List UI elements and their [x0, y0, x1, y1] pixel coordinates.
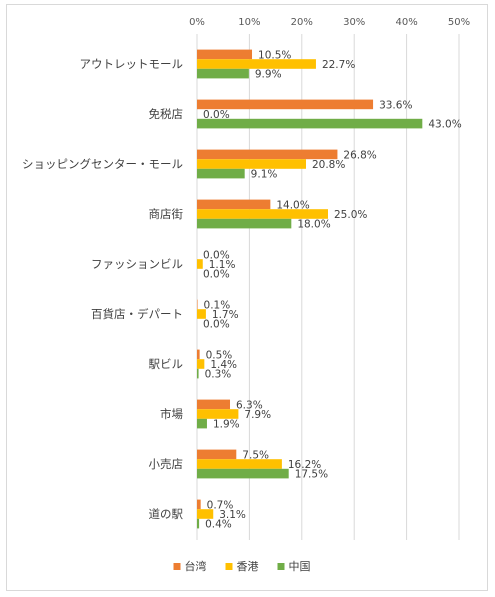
category-label: 駅ビル	[149, 357, 184, 371]
bar	[197, 359, 205, 369]
bar	[197, 149, 338, 160]
bar	[197, 68, 249, 79]
data-label: 0.1%	[204, 299, 231, 311]
bar	[197, 468, 289, 479]
data-label: 7.5%	[242, 449, 269, 461]
data-label: 1.1%	[209, 259, 236, 271]
x-tick-label: 50%	[448, 17, 470, 28]
data-label: 14.0%	[276, 199, 309, 211]
bar	[197, 159, 306, 169]
bar	[197, 449, 237, 460]
bar	[197, 399, 231, 410]
category-label: ショッピングセンター・モール	[22, 157, 183, 171]
data-label: 17.5%	[295, 469, 328, 481]
data-label: 16.2%	[288, 459, 321, 471]
data-label: 0.7%	[207, 499, 234, 511]
bar	[197, 368, 199, 379]
bar	[197, 209, 328, 219]
bar	[197, 309, 206, 319]
bar	[197, 518, 200, 529]
bar	[197, 499, 201, 510]
bar	[197, 199, 271, 210]
category-label: 百貨店・デパート	[91, 307, 183, 321]
data-label: 7.9%	[244, 409, 271, 421]
category-labels: アウトレットモール免税店ショッピングセンター・モール商店街ファッションビル百貨店…	[22, 57, 183, 521]
legend: 台湾 香港 中国	[173, 559, 311, 573]
data-label: 9.9%	[255, 69, 282, 81]
data-label: 0.4%	[205, 519, 232, 531]
bar	[197, 299, 198, 310]
data-label: 22.7%	[322, 59, 355, 71]
category-label: 免税店	[149, 107, 184, 121]
data-label: 0.0%	[203, 249, 230, 261]
bars	[197, 49, 423, 529]
data-label: 1.9%	[213, 419, 240, 431]
bar	[197, 118, 423, 129]
bar	[197, 409, 239, 419]
category-label: 商店街	[149, 207, 184, 221]
data-label: 6.3%	[236, 399, 263, 411]
category-label: ファッションビル	[91, 257, 183, 271]
bar	[197, 218, 292, 229]
category-label: 道の駅	[149, 507, 184, 521]
data-label: 0.0%	[203, 319, 230, 331]
data-label: 43.0%	[428, 119, 461, 131]
data-label: 3.1%	[219, 509, 246, 521]
bar	[197, 49, 253, 60]
data-label: 26.8%	[343, 149, 376, 161]
bar	[197, 259, 203, 269]
legend-swatch	[225, 563, 233, 570]
x-tick-label: 20%	[291, 17, 313, 28]
data-label: 9.1%	[251, 169, 278, 181]
data-label: 0.5%	[206, 349, 233, 361]
legend-swatch	[173, 563, 181, 570]
legend-label: 台湾	[185, 559, 207, 573]
x-tick-label: 30%	[343, 17, 365, 28]
category-label: アウトレットモール	[80, 57, 184, 71]
data-label: 0.0%	[203, 109, 230, 121]
bar	[197, 99, 374, 110]
data-label: 18.0%	[297, 219, 330, 231]
bar	[197, 418, 207, 429]
legend-label: 中国	[289, 560, 311, 573]
data-label: 0.3%	[205, 369, 232, 381]
data-label: 25.0%	[334, 209, 367, 221]
category-label: 小売店	[149, 457, 184, 471]
bar	[197, 59, 316, 69]
x-tick-label: 40%	[395, 17, 417, 28]
data-label: 33.6%	[379, 99, 412, 111]
data-label: 20.8%	[312, 159, 345, 171]
bar	[197, 509, 214, 519]
category-label: 市場	[160, 407, 183, 421]
x-tick-label: 0%	[189, 17, 205, 28]
legend-swatch	[277, 563, 285, 570]
bar	[197, 168, 245, 179]
data-label: 1.7%	[212, 309, 239, 321]
data-label: 10.5%	[258, 49, 291, 61]
bar	[197, 349, 200, 360]
bar	[197, 459, 282, 469]
legend-label: 香港	[237, 560, 259, 573]
x-axis-ticks: 0% 10% 20% 30% 40% 50%	[189, 17, 470, 28]
data-label: 1.4%	[210, 359, 237, 371]
data-label: 0.0%	[203, 269, 230, 281]
data-labels: 10.5% 22.7% 9.9% 33.6% 0.0% 43.0% 26.8%20.8% 9.…	[203, 49, 462, 530]
x-tick-label: 10%	[238, 17, 260, 28]
